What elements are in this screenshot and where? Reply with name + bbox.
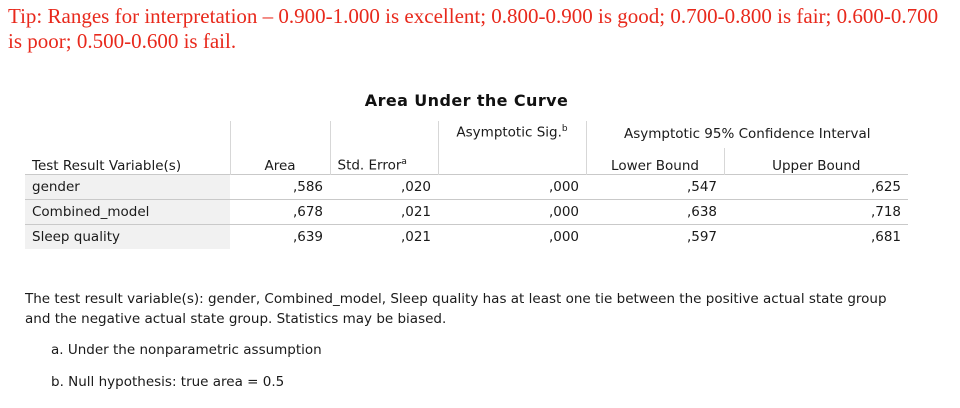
upper-bound-header: Upper Bound: [723, 148, 908, 174]
table-footer-note: The test result variable(s): gender, Com…: [25, 291, 887, 327]
std-error-cell: ,021: [330, 223, 438, 249]
upper-bound-cell: ,625: [724, 173, 908, 199]
auc-output-panel: Area Under the Curve Asymptotic Sig.b As…: [25, 80, 908, 408]
lower-bound-header: Lower Bound: [585, 148, 724, 174]
interpretation-tip: Tip: Ranges for interpretation – 0.900-1…: [8, 4, 939, 53]
footnote-b: b. Null hypothesis: true area = 0.5: [51, 374, 285, 390]
header-row-group: Asymptotic Sig.b Asymptotic 95% Confiden…: [25, 121, 908, 148]
footnote-a: a. Under the nonparametric assumption: [51, 342, 322, 358]
variable-cell: gender: [25, 173, 230, 199]
variable-cell: Combined_model: [25, 198, 230, 224]
std-error-cell: ,020: [330, 173, 438, 199]
header-row: Test Result Variable(s) Area Std. Errora…: [25, 148, 908, 174]
variable-header: Test Result Variable(s): [32, 157, 182, 174]
auc-table: Asymptotic Sig.b Asymptotic 95% Confiden…: [25, 121, 908, 249]
ci-group-header: Asymptotic 95% Confidence Interval: [585, 121, 908, 148]
table-row: Combined_model ,678 ,021 ,000 ,638 ,718: [25, 198, 908, 224]
sig-cell: ,000: [438, 173, 586, 199]
variable-cell: Sleep quality: [25, 223, 230, 249]
sig-cell: ,000: [438, 223, 586, 249]
std-error-cell: ,021: [330, 198, 438, 224]
lower-bound-cell: ,638: [586, 198, 724, 224]
area-cell: ,678: [230, 198, 330, 224]
lower-bound-cell: ,547: [586, 173, 724, 199]
sig-cell: ,000: [438, 198, 586, 224]
table-row: Sleep quality ,639 ,021 ,000 ,597 ,681: [25, 223, 908, 249]
std-error-header: Std. Errora: [329, 148, 438, 174]
upper-bound-cell: ,681: [724, 223, 908, 249]
area-cell: ,639: [230, 223, 330, 249]
upper-bound-cell: ,718: [724, 198, 908, 224]
area-cell: ,586: [230, 173, 330, 199]
lower-bound-cell: ,597: [586, 223, 724, 249]
table-row: gender ,586 ,020 ,000 ,547 ,625: [25, 173, 908, 199]
asym-sig-header: Asymptotic Sig.b: [437, 121, 586, 148]
table-title: Area Under the Curve: [364, 91, 569, 110]
area-header: Area: [229, 148, 330, 174]
